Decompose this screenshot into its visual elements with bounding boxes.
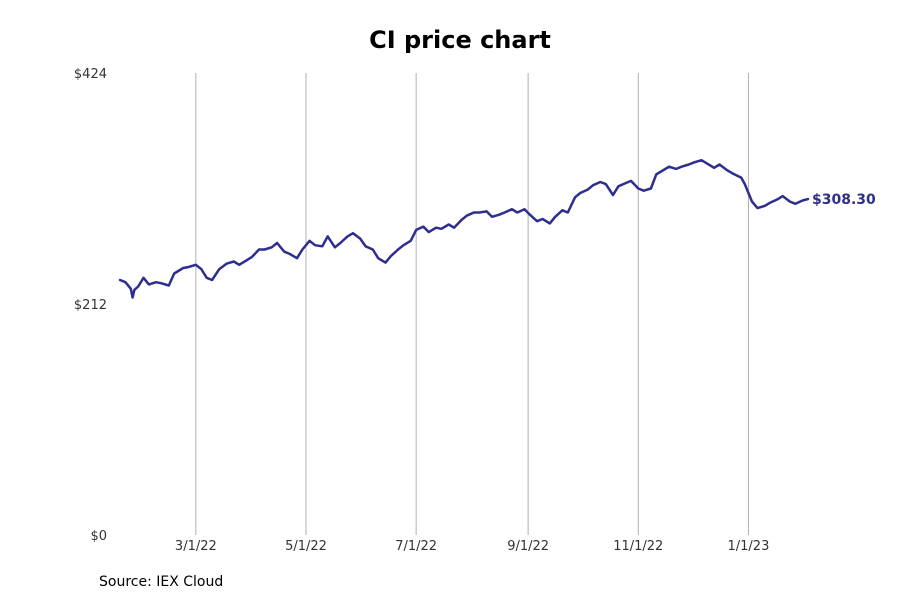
- end-value-label: $308.30: [812, 192, 876, 208]
- x-tick-label: 7/1/22: [395, 539, 437, 554]
- vertical-gridlines: [195, 73, 749, 535]
- y-tick-label: $212: [74, 298, 107, 313]
- price-series: [118, 158, 810, 299]
- x-tick-label: 9/1/22: [507, 539, 549, 554]
- x-tick-label: 1/1/23: [728, 539, 770, 554]
- x-tick-label: 11/1/22: [613, 539, 663, 554]
- x-tick-label: 5/1/22: [285, 539, 327, 554]
- source-note: Source: IEX Cloud: [99, 574, 224, 590]
- y-tick-label: $424: [74, 67, 107, 82]
- chart-title: CI price chart: [369, 26, 551, 54]
- y-axis-tick-labels: $0 $212 $424: [74, 67, 107, 544]
- x-tick-label: 3/1/22: [175, 539, 217, 554]
- end-value-label-group: $308.30: [812, 192, 876, 208]
- price-line: [118, 158, 810, 299]
- x-axis-tick-labels: 3/1/22 5/1/22 7/1/22 9/1/22 11/1/22 1/1/23: [175, 539, 769, 554]
- y-tick-label: $0: [90, 529, 107, 544]
